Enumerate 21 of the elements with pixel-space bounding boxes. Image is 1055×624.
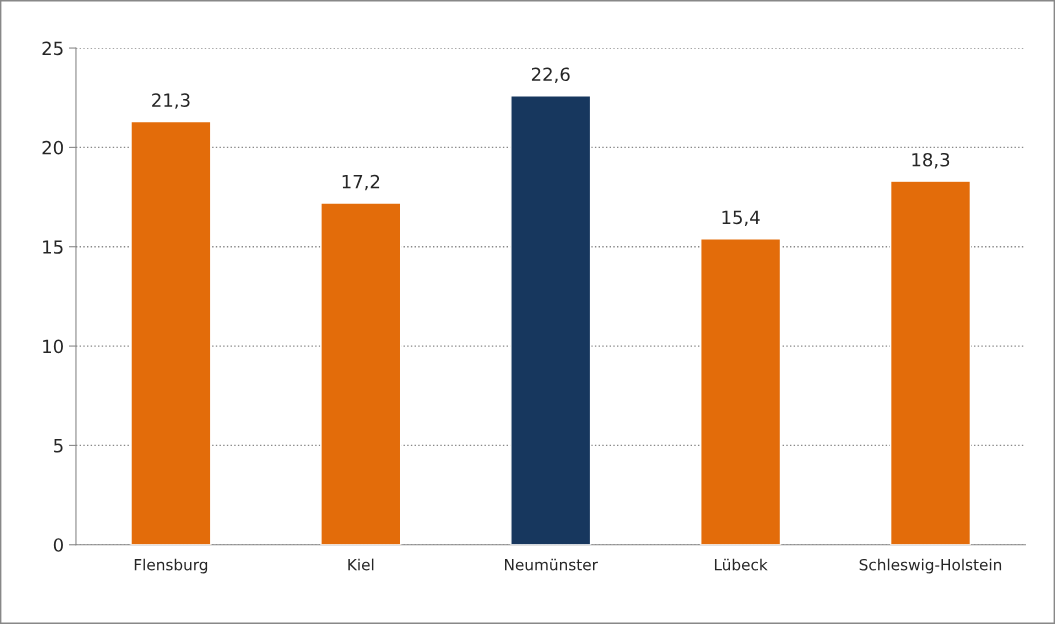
data-label: 18,3 — [912, 152, 950, 169]
y-tick-label: 0 — [53, 538, 63, 552]
data-label: 17,2 — [342, 174, 380, 191]
y-tick-label: 10 — [43, 339, 63, 354]
y-tick-label: 25 — [42, 41, 63, 56]
bar — [700, 238, 782, 545]
data-label: 15,4 — [722, 210, 760, 227]
bar — [320, 202, 402, 545]
bar — [130, 120, 212, 545]
bar — [889, 180, 972, 545]
x-tick-label: Schleswig-Holstein — [859, 558, 1002, 574]
y-tick-label: 15 — [43, 240, 63, 254]
x-tick-label: Lübeck — [714, 558, 768, 571]
bar — [510, 95, 592, 545]
data-label: 21,3 — [152, 93, 190, 109]
x-tick-label: Neumünster — [505, 558, 598, 571]
y-tick-label: 20 — [42, 140, 63, 155]
data-label: 22,6 — [531, 67, 570, 83]
x-tick-label: Flensburg — [134, 558, 208, 574]
y-tick-label: 5 — [54, 439, 63, 453]
x-tick-label: Kiel — [348, 558, 374, 571]
